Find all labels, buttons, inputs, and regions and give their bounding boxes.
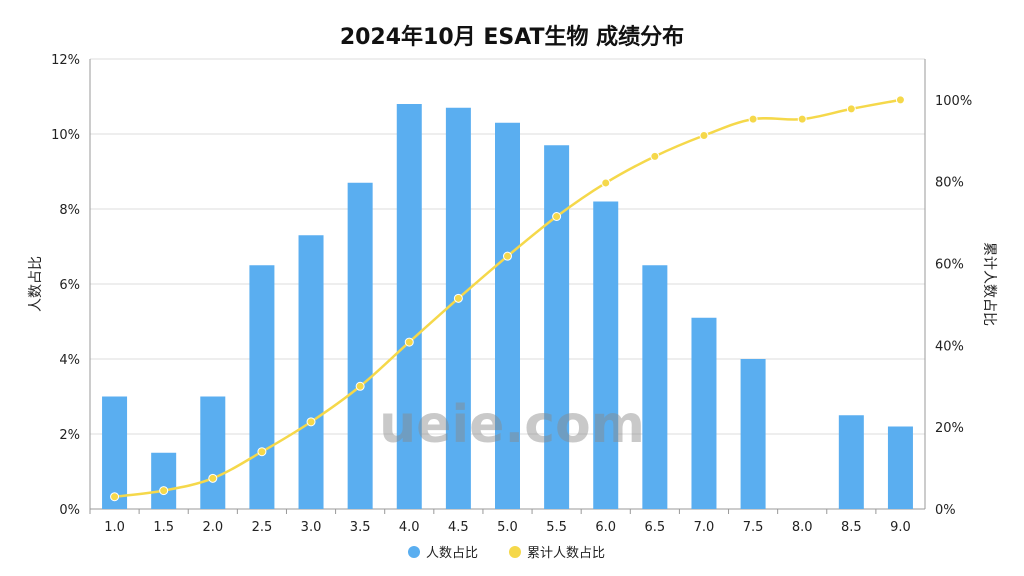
- line-point: [355, 381, 365, 391]
- line-point: [257, 447, 267, 457]
- y-tick-right: 100%: [935, 94, 972, 109]
- x-tick: 5.0: [497, 520, 518, 535]
- y-tick-left: 2%: [59, 428, 80, 443]
- x-tick: 7.5: [743, 520, 764, 535]
- x-tick: 6.5: [645, 520, 666, 535]
- y-tick-left: 0%: [59, 503, 80, 518]
- line-point: [159, 486, 169, 496]
- line-point: [453, 293, 463, 303]
- bar: [691, 317, 717, 509]
- line-point: [306, 417, 316, 427]
- line-point: [797, 114, 807, 124]
- line-point: [503, 251, 512, 261]
- y-tick-right: 60%: [935, 258, 964, 273]
- line-point: [552, 212, 562, 221]
- y-tick-right: 20%: [935, 421, 964, 436]
- legend-swatch-bar: [408, 546, 420, 558]
- line-point: [846, 104, 856, 114]
- bar: [396, 104, 422, 509]
- chart-title: 2024年10月 ESAT生物 成绩分布: [340, 24, 684, 50]
- bar: [347, 182, 373, 509]
- x-tick: 5.5: [546, 520, 567, 535]
- x-tick: 8.0: [792, 520, 813, 535]
- bar: [642, 265, 668, 509]
- y-axis-label-right: 累计人数占比: [981, 242, 997, 326]
- x-tick: 3.0: [301, 520, 322, 535]
- x-tick: 2.0: [202, 520, 223, 535]
- bar: [298, 235, 324, 509]
- y-tick-left: 6%: [59, 278, 80, 293]
- legend-swatch-line: [509, 546, 521, 558]
- x-tick: 6.0: [595, 520, 616, 535]
- x-tick: 7.0: [694, 520, 715, 535]
- line-point: [748, 114, 758, 124]
- y-tick-left: 10%: [51, 128, 80, 143]
- line-point: [110, 492, 120, 502]
- line-point: [601, 178, 611, 188]
- bar: [151, 452, 177, 509]
- y-tick-right: 40%: [935, 339, 964, 354]
- bar: [495, 122, 520, 509]
- legend-label-bar[interactable]: 人数占比: [426, 546, 478, 561]
- bar: [838, 415, 864, 509]
- line-point: [404, 337, 414, 347]
- line-point: [699, 131, 709, 140]
- bar: [445, 107, 471, 509]
- y-tick-left: 8%: [59, 203, 80, 218]
- y-tick-right: 80%: [935, 176, 964, 191]
- legend: 人数占比 累计人数占比: [408, 546, 605, 561]
- bar: [740, 359, 766, 509]
- bar: [249, 265, 275, 509]
- x-tick: 8.5: [841, 520, 862, 535]
- line-point: [650, 151, 660, 161]
- y-tick-right: 0%: [935, 503, 956, 518]
- y-tick-left: 4%: [59, 353, 80, 368]
- x-tick: 1.0: [104, 520, 125, 535]
- bar: [544, 145, 570, 509]
- x-tick: 9.0: [890, 520, 911, 535]
- x-tick: 4.5: [448, 520, 469, 535]
- y-tick-left: 12%: [51, 53, 80, 68]
- y-axis-label-left: 人数占比: [28, 256, 44, 312]
- bar: [593, 201, 619, 509]
- line-point: [208, 473, 218, 483]
- x-tick: 1.5: [153, 520, 174, 535]
- x-tick: 4.0: [399, 520, 420, 535]
- x-tick: 2.5: [252, 520, 273, 535]
- legend-label-line[interactable]: 累计人数占比: [527, 546, 605, 561]
- line-point: [895, 95, 905, 105]
- x-tick: 3.5: [350, 520, 371, 535]
- watermark: ueie.com: [379, 395, 645, 455]
- bar: [200, 396, 226, 509]
- bar: [102, 396, 128, 509]
- bar: [887, 426, 913, 509]
